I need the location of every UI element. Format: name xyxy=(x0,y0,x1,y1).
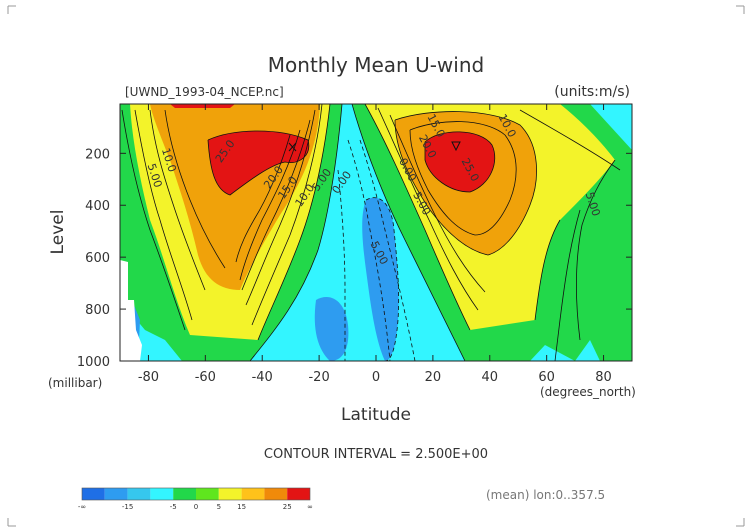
contour-sh-left-15 xyxy=(164,109,226,269)
x-axis-title: Latitude xyxy=(341,405,411,425)
dataset-label: [UWND_1993-04_NCEP.nc] xyxy=(125,85,284,99)
contour-nh-20 xyxy=(409,121,517,236)
contour-sh-left-5 xyxy=(134,109,193,321)
contour-eq-neg-2 xyxy=(347,139,391,361)
contour-sh-left-10 xyxy=(149,109,206,291)
contour-sh-jet xyxy=(207,130,310,196)
y-tick-label: 800 xyxy=(85,303,110,318)
x-axis-ticks xyxy=(147,104,605,361)
y-axis-ticks xyxy=(120,152,632,362)
contour-nh-right-3 xyxy=(534,219,561,321)
contour-nh-7 xyxy=(377,107,479,311)
x-tick-label: -40 xyxy=(252,370,273,385)
sh-jet-core xyxy=(208,131,309,195)
colorbar-labels: -∞ -15 -5 0 5 15 25 ∞ xyxy=(78,503,313,511)
colorbar-label: 25 xyxy=(283,503,292,511)
contour-sh-17 xyxy=(235,134,291,263)
x-tick-label: 80 xyxy=(595,370,612,385)
colorbar-label: 5 xyxy=(217,503,221,511)
contour-lines xyxy=(121,104,621,361)
sh-top-red xyxy=(170,104,235,108)
contour-interval-note: CONTOUR INTERVAL = 2.500E+00 xyxy=(264,447,488,462)
low-negative-core xyxy=(314,297,349,361)
chart-title: Monthly Mean U-wind xyxy=(268,53,484,77)
colorbar-label: 15 xyxy=(237,503,246,511)
colorbar-label: 0 xyxy=(194,503,198,511)
colorbar-label: ∞ xyxy=(307,503,313,511)
colorbar-swatch xyxy=(287,488,310,500)
contour-nh-right-5 xyxy=(519,109,621,171)
nh-max-marker xyxy=(451,141,461,152)
contour-eq-neg-3 xyxy=(337,169,346,361)
contour-nh-0 xyxy=(351,104,466,361)
contour-nh-right-1 xyxy=(554,209,581,361)
colorbar xyxy=(81,487,311,501)
contour-sh-5 xyxy=(257,104,331,341)
contour-sh-10 xyxy=(245,109,316,306)
x-tick-label: 0 xyxy=(372,370,380,385)
colorbar-frame xyxy=(81,487,311,501)
sh-white-edge xyxy=(120,260,142,361)
y-axis-units: (millibar) xyxy=(48,376,102,390)
contour-eq-neg xyxy=(365,197,400,361)
y-tick-label: 200 xyxy=(85,147,110,162)
x-tick-label: 60 xyxy=(538,370,555,385)
contour-sh-7 xyxy=(251,104,323,326)
contour-nh-right-0 xyxy=(576,159,616,341)
colorbar-swatch xyxy=(241,488,265,500)
colorbar-swatch xyxy=(150,488,174,500)
crop-marks xyxy=(7,5,745,527)
colorbar-label: -15 xyxy=(122,503,133,511)
contour-sh-15 xyxy=(239,129,301,281)
colorbar-swatch xyxy=(218,488,242,500)
colorbar-swatch xyxy=(196,488,219,500)
colorbar-swatch xyxy=(264,488,288,500)
x-tick-label: 40 xyxy=(482,370,499,385)
colorbar-swatch xyxy=(127,488,151,500)
y-axis-title: Level xyxy=(48,210,68,255)
contour-nh-15 xyxy=(394,111,537,256)
x-tick-label: -60 xyxy=(195,370,216,385)
y-tick-label: 400 xyxy=(85,199,110,214)
nh-top-cyan xyxy=(590,104,632,150)
x-tick-label: 20 xyxy=(425,370,442,385)
y-axis-tick-labels: 200 400 600 800 1000 xyxy=(77,147,110,370)
colorbar-label: -5 xyxy=(170,503,177,511)
contour-sh-12 xyxy=(241,119,311,291)
contour-nh-5 xyxy=(364,104,471,331)
x-tick-label: -80 xyxy=(138,370,159,385)
colorbar-swatch xyxy=(173,488,196,500)
contour-nh-jet xyxy=(424,131,496,193)
colorbar-swatch xyxy=(82,488,105,500)
x-axis-units: (degrees_north) xyxy=(540,385,636,399)
contour-sh-left-0 xyxy=(121,109,186,331)
colorbar-label: -∞ xyxy=(78,503,86,511)
units-label: (units:m/s) xyxy=(554,84,630,100)
y-tick-label: 1000 xyxy=(77,355,110,370)
contour-sh-0 xyxy=(249,104,343,361)
colorbar-swatch xyxy=(104,488,128,500)
x-axis-tick-labels: -80 -60 -40 -20 0 20 40 60 80 xyxy=(138,370,612,385)
nh-jet-core xyxy=(425,131,495,192)
contour-nh-10 xyxy=(389,114,486,293)
sh-max-marker xyxy=(288,142,297,152)
y-tick-label: 600 xyxy=(85,251,110,266)
x-tick-label: -20 xyxy=(308,370,329,385)
contour-eq-neg-4 xyxy=(359,139,416,361)
footnote-mean-lon: (mean) lon:0..357.5 xyxy=(486,488,605,502)
